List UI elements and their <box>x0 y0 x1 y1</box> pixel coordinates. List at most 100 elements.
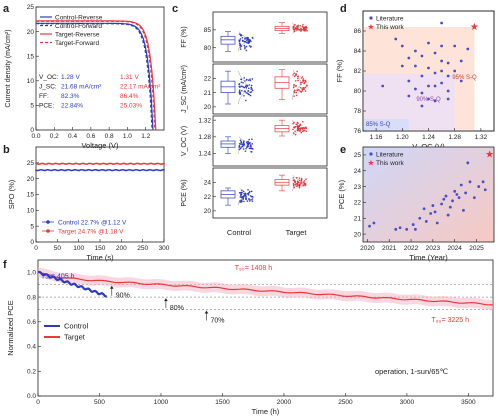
panel-letter: b <box>3 144 10 156</box>
this-work-star: ★ <box>485 149 494 160</box>
box-point <box>250 190 253 193</box>
box-point <box>238 33 241 35</box>
literature-point <box>440 81 443 85</box>
box-point <box>305 126 307 128</box>
box-point <box>238 85 241 88</box>
y-axis-title: V_OC (V) <box>181 126 188 156</box>
box-point <box>300 131 303 134</box>
box-point <box>251 200 254 202</box>
literature-point <box>414 49 417 53</box>
box-point <box>303 29 306 32</box>
literature-point <box>407 94 411 98</box>
legend-star: ★ <box>367 158 374 167</box>
literature-point <box>398 226 402 230</box>
box-point <box>239 44 241 47</box>
box-point <box>293 95 295 97</box>
box-point <box>303 180 306 182</box>
axis-frame <box>212 167 328 219</box>
box-point <box>301 128 304 130</box>
box-point <box>250 147 252 149</box>
param-label: PCE: <box>39 103 54 110</box>
x-tick-label: 200 <box>116 245 127 252</box>
box-point <box>298 186 301 189</box>
box-point <box>239 201 241 203</box>
box-point <box>305 85 308 87</box>
literature-point <box>444 194 448 198</box>
box-point <box>244 37 246 40</box>
literature-point <box>427 97 430 101</box>
box-point <box>239 48 242 50</box>
box-point <box>304 86 307 89</box>
literature-point <box>459 79 463 83</box>
box-point <box>247 79 250 81</box>
box-point <box>251 138 253 140</box>
x-tick-label: 500 <box>94 399 105 406</box>
box-point <box>243 143 245 145</box>
spo-point <box>163 162 165 165</box>
literature-point <box>394 227 398 231</box>
box-point <box>292 122 294 125</box>
x-tick-label: 100 <box>73 245 84 252</box>
box-point <box>296 75 299 78</box>
x-category-label: Target <box>286 228 308 237</box>
param-control: 22.84% <box>61 103 83 110</box>
box-point <box>303 82 305 85</box>
spo-point <box>163 168 165 171</box>
panel-letter: a <box>3 3 10 15</box>
annotation: T₈₀= 3225 h <box>432 317 470 324</box>
box-point <box>248 191 251 194</box>
box-point <box>242 82 244 84</box>
x-tick-label: 0.0 <box>31 133 40 140</box>
box-point <box>293 75 296 78</box>
panel-letter: e <box>340 144 346 156</box>
box-point <box>246 78 248 81</box>
box-point <box>300 77 303 79</box>
box-point <box>241 196 243 199</box>
box-point <box>295 29 298 31</box>
legend-label: Control-Reverse <box>55 14 103 21</box>
annotation: 85% S-Q <box>366 122 391 128</box>
spo-point <box>142 162 145 165</box>
literature-point <box>468 180 472 184</box>
literature-point <box>424 220 428 223</box>
y-tick-label: 24 <box>354 168 362 175</box>
axis-frame <box>212 115 328 167</box>
box-point <box>243 192 245 195</box>
literature-point <box>420 54 424 58</box>
spo-point <box>54 162 57 165</box>
y-tick-label: 1.28 <box>198 134 211 141</box>
box-point <box>248 84 251 86</box>
y-tick-label: 20 <box>354 231 362 238</box>
axis-frame <box>362 146 495 243</box>
box-point <box>246 146 249 148</box>
distribution-curve <box>238 136 248 154</box>
literature-point <box>420 74 424 78</box>
box-point <box>246 200 249 202</box>
y-tick-label: 0 <box>30 239 34 246</box>
x-axis-title: Voltage (V) <box>81 141 119 150</box>
box-point <box>301 88 303 90</box>
box-point <box>244 194 247 196</box>
box-point <box>243 77 246 79</box>
box-point <box>247 90 250 92</box>
box-point <box>298 127 301 130</box>
sq-band-85 <box>363 119 409 131</box>
y-axis-title: PCE (%) <box>337 179 346 209</box>
box-point <box>292 182 295 185</box>
y-tick-label: 84 <box>354 48 362 55</box>
x-tick-label: 1.32 <box>475 134 488 141</box>
y-tick-label: 21 <box>354 215 362 222</box>
spo-point <box>74 162 77 165</box>
literature-point <box>446 74 450 78</box>
legend-label: Target-Forward <box>55 40 99 47</box>
y-tick-label: 25 <box>354 152 362 159</box>
panel-letter: c <box>172 3 178 15</box>
x-axis-title: Time (Year) <box>409 253 448 262</box>
box-point <box>292 132 295 134</box>
legend-label: Literature <box>376 15 404 22</box>
ref-label: 90% <box>116 293 130 300</box>
box-point <box>292 74 294 76</box>
y-tick-label: 0.2 <box>27 368 36 375</box>
